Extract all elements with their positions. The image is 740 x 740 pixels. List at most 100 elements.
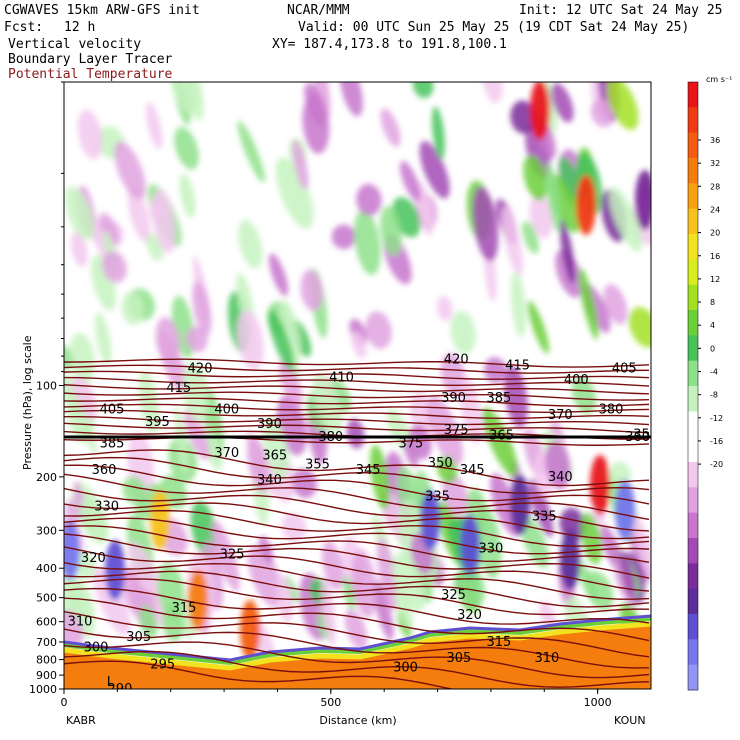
theta-label: 320 (457, 608, 482, 623)
cross-section-coords: XY= 187.4,173.8 to 191.8,100.1 (272, 37, 507, 52)
theta-label: 370 (214, 446, 239, 461)
colorbar-swatch (688, 436, 698, 463)
theta-label: 420 (188, 362, 213, 377)
velocity-blob (529, 193, 553, 239)
velocity-blob (412, 82, 434, 98)
y-tick-label: 700 (36, 636, 57, 649)
velocity-blob (472, 186, 499, 262)
colorbar-tick-label: -8 (710, 391, 718, 400)
velocity-blob (520, 514, 549, 569)
colorbar-swatch (688, 386, 698, 412)
theta-label: 370 (548, 408, 573, 423)
theta-label: 300 (84, 641, 109, 656)
velocity-blob (75, 550, 96, 581)
x-tick-label: 500 (320, 696, 341, 709)
colorbar-swatch (688, 639, 698, 666)
colorbar: 36 32 28 24 20 16 12 8 4 0 -4 -8 -12 -16 -20 (687, 81, 723, 691)
theta-label: 415 (166, 381, 191, 396)
colorbar-swatch (688, 614, 698, 640)
theta-label: 345 (356, 463, 381, 478)
colorbar-swatch (688, 284, 698, 311)
velocity-blob (94, 312, 112, 365)
velocity-blob (263, 417, 289, 480)
velocity-blob (268, 253, 289, 297)
theta-label: 320 (81, 551, 106, 566)
y-tick-label: 400 (36, 562, 57, 575)
colorbar-swatch (688, 82, 698, 108)
velocity-blob (559, 156, 582, 210)
theta-label: 330 (94, 499, 119, 514)
theta-label: 385 (486, 391, 511, 406)
colorbar-tick-label: 28 (710, 182, 720, 191)
velocity-blob (102, 250, 127, 283)
tracer-label: L (107, 675, 115, 690)
colorbar-tick-label: -4 (710, 368, 718, 377)
theta-label: 295 (150, 657, 175, 672)
theta-label: 305 (126, 630, 151, 645)
velocity-blob (539, 601, 556, 631)
velocity-blob (527, 300, 550, 354)
velocity-blob (545, 162, 561, 233)
velocity-blob (64, 610, 84, 652)
theta-contour (64, 370, 650, 380)
valid-time: Valid: 00 UTC Sun 25 May 25 (19 CDT Sat … (298, 20, 690, 35)
velocity-blob (344, 609, 368, 650)
velocity-blob (544, 440, 571, 490)
velocity-blob (281, 513, 307, 541)
colorbar-tick-label: -12 (710, 414, 723, 423)
velocity-blob (179, 173, 196, 219)
boundary-layer-tracer (64, 624, 651, 689)
colorbar-swatch (688, 234, 698, 260)
velocity-blob (351, 331, 367, 359)
velocity-blob (606, 82, 639, 130)
velocity-blob (608, 186, 643, 252)
velocity-blob (571, 376, 597, 414)
colorbar-tick-label: -16 (710, 437, 723, 446)
velocity-blob (93, 567, 131, 636)
colorbar-swatch (688, 360, 698, 387)
velocity-blob (436, 295, 453, 322)
theta-contour (64, 403, 650, 413)
x-axis-label: Distance (km) (319, 714, 396, 727)
velocity-blob (174, 126, 199, 170)
theta-contour (64, 597, 650, 642)
colorbar-swatch (688, 183, 698, 210)
theta-contour (64, 587, 650, 625)
velocity-blob (619, 550, 636, 599)
theta-contour (64, 376, 650, 387)
velocity-blob (211, 520, 240, 592)
velocity-blob (437, 456, 458, 484)
velocity-blob (268, 309, 294, 372)
colorbar-tick-label: 12 (710, 275, 720, 284)
velocity-blob (354, 209, 381, 275)
theta-contour (64, 397, 650, 407)
colorbar-swatch (688, 411, 698, 438)
colorbar-swatch (688, 335, 698, 362)
colorbar-swatch (688, 462, 698, 488)
field-boundary-layer-tracer: Boundary Layer Tracer (8, 52, 173, 67)
velocity-blob (522, 221, 539, 254)
colorbar-swatch (688, 664, 698, 691)
velocity-blob (155, 317, 181, 364)
theta-label: 390 (257, 417, 282, 432)
tracer-edge-blue (64, 614, 651, 662)
theta-label: 340 (548, 470, 573, 485)
model-name: CGWAVES 15km ARW-GFS init (4, 3, 200, 18)
org-name: NCAR/MMM (287, 3, 350, 18)
theta-label: 325 (441, 588, 466, 603)
velocity-blob (356, 183, 382, 216)
velocity-blob (65, 186, 95, 240)
theta-label: 365 (262, 448, 287, 463)
velocity-blob (292, 139, 309, 190)
velocity-blob (152, 188, 176, 254)
velocity-blob (304, 83, 328, 127)
velocity-blob (275, 157, 314, 229)
velocity-blob (184, 82, 204, 121)
velocity-blob (523, 155, 548, 201)
velocity-blob (590, 98, 615, 128)
x-tick-label: 1000 (584, 696, 612, 709)
colorbar-swatch (688, 208, 698, 235)
velocity-blob (237, 310, 264, 371)
theta-label: 395 (145, 415, 170, 430)
